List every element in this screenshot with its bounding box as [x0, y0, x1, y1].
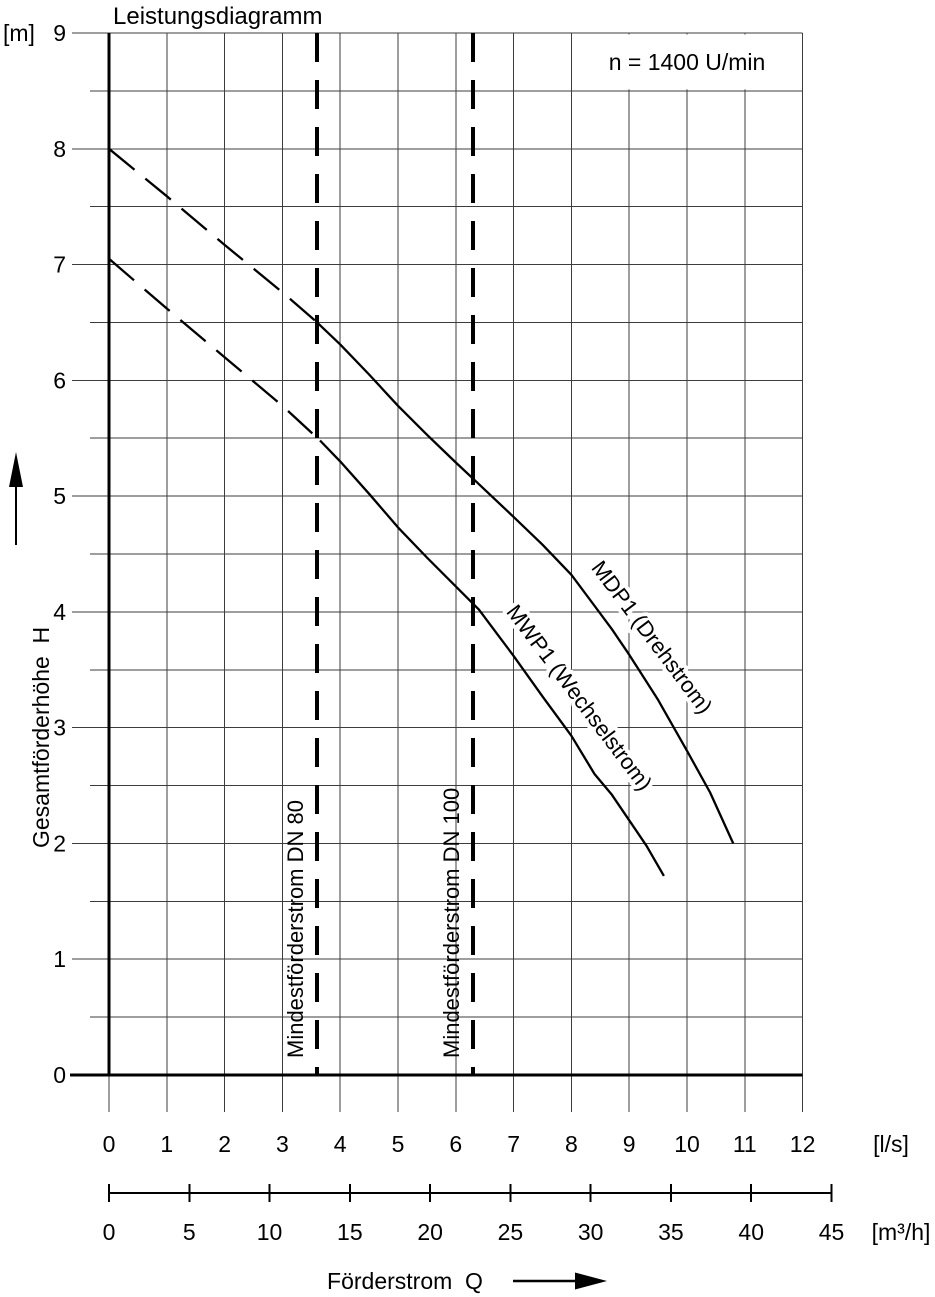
y-axis-unit: [m]: [3, 20, 35, 46]
x-tick-label: 1: [160, 1131, 173, 1157]
y-tick-label: 5: [53, 483, 66, 509]
speed-annotation: n = 1400 U/min: [609, 49, 766, 75]
x-tick-label: 6: [449, 1131, 462, 1157]
y-tick-label: 4: [53, 599, 66, 625]
y-tick-label: 2: [53, 830, 66, 856]
x-tick-label: 11: [733, 1131, 757, 1157]
annotation-box: [572, 34, 802, 90]
x-secondary-tick-label: 0: [103, 1219, 116, 1245]
x-secondary-tick-label: 15: [337, 1219, 363, 1245]
x-axis-caption: Förderstrom Q: [327, 1268, 483, 1294]
curve-label-mdp1-drehstrom: MDP1 (Drehstrom): [587, 556, 718, 718]
curve-mwp1-wechselstrom: [319, 439, 665, 877]
x-tick-label: 10: [674, 1131, 700, 1157]
x-tick-label: 0: [103, 1131, 116, 1157]
x-secondary-tick-label: 20: [417, 1219, 443, 1245]
x-tick-label: 12: [790, 1131, 816, 1157]
y-tick-label: 9: [53, 20, 66, 46]
curve-dashed-mwp1-wechselstrom: [108, 257, 321, 442]
y-axis-arrow-head-icon: [9, 452, 23, 487]
y-tick-label: 3: [53, 715, 66, 741]
y-tick-label: 7: [53, 252, 66, 278]
min-flow-label-mindestf-rderstrom-dn-80: Mindestförderstrom DN 80: [283, 800, 308, 1058]
x-secondary-tick-label: 30: [578, 1219, 604, 1245]
x-axis-secondary-unit: [m³/h]: [872, 1219, 931, 1245]
y-axis-caption: Gesamtförderhöhe H: [28, 627, 54, 848]
chart-title: Leistungsdiagramm: [113, 3, 322, 30]
x-secondary-tick-label: 5: [183, 1219, 196, 1245]
y-tick-label: 8: [53, 136, 66, 162]
x-tick-label: 5: [392, 1131, 405, 1157]
x-tick-label: 9: [623, 1131, 636, 1157]
curve-mdp1-drehstrom: [316, 321, 735, 844]
y-tick-label: 6: [53, 367, 66, 393]
x-secondary-tick-label: 40: [738, 1219, 764, 1245]
x-secondary-tick-label: 25: [498, 1219, 524, 1245]
y-tick-label: 0: [53, 1062, 66, 1088]
x-tick-label: 4: [334, 1131, 347, 1157]
x-axis-arrow-head-icon: [575, 1272, 607, 1290]
y-tick-label: 1: [53, 946, 66, 972]
curve-dashed-mdp1-drehstrom: [108, 147, 318, 324]
x-tick-label: 3: [276, 1131, 289, 1157]
x-tick-label: 2: [218, 1131, 231, 1157]
x-secondary-tick-label: 45: [819, 1219, 845, 1245]
x-tick-label: 7: [507, 1131, 520, 1157]
x-tick-label: 8: [565, 1131, 578, 1157]
x-axis-primary-unit: [l/s]: [873, 1131, 909, 1157]
min-flow-label-mindestf-rderstrom-dn-100: Mindestförderstrom DN 100: [439, 788, 464, 1058]
x-secondary-tick-label: 35: [658, 1219, 684, 1245]
x-secondary-tick-label: 10: [257, 1219, 283, 1245]
